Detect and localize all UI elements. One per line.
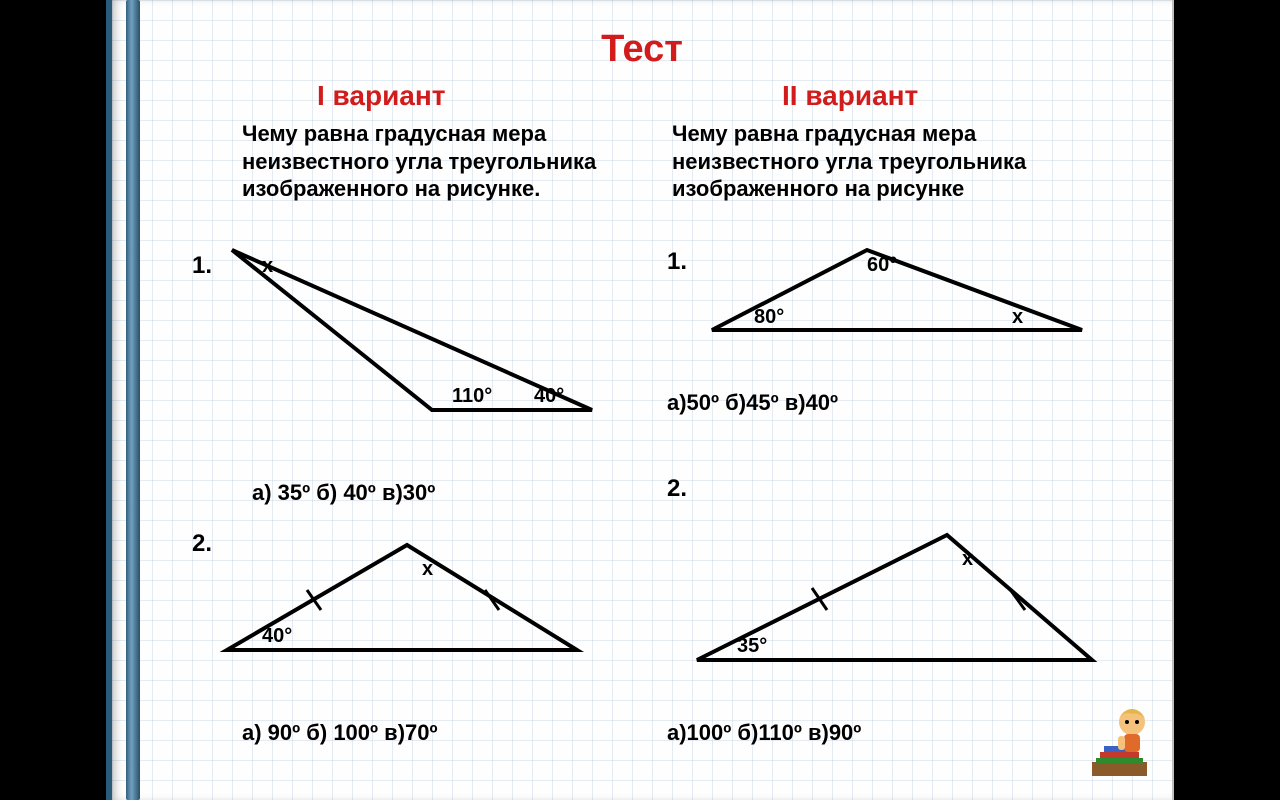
v1-q2-answers: а) 90º б) 100º в)70º [242, 720, 438, 746]
variant1-question: Чему равна градусная мера неизвестного у… [242, 120, 612, 203]
v2-q2-triangle: x 35° [677, 510, 1117, 680]
v2-q1-angle-x: x [1012, 306, 1023, 328]
v2-q1-angle-80: 80° [754, 306, 784, 328]
variant2-heading: II вариант [782, 80, 918, 112]
v1-q2-angle-x: x [422, 558, 433, 580]
v2-q2-num: 2. [667, 475, 687, 503]
v1-q1-angle-x: x [262, 255, 273, 277]
v2-q2-answers: а)100º б)110º в)90º [667, 720, 861, 746]
slide: Тест I вариант Чему равна градусная мера… [106, 0, 1174, 800]
variant1-heading: I вариант [317, 80, 446, 112]
v1-q2-triangle: x 40° [207, 520, 607, 670]
v2-q1-angle-60: 60° [867, 254, 897, 276]
v2-q2-angle-x: x [962, 548, 973, 570]
v1-q1-angle-110: 110° [452, 385, 492, 407]
v2-q2-angle-35: 35° [737, 635, 767, 657]
v2-q1-num: 1. [667, 248, 687, 276]
v1-q1-angle-40: 40° [534, 385, 564, 407]
variant2-question: Чему равна градусная мера неизвестного у… [672, 120, 1102, 203]
student-icon [1082, 702, 1162, 792]
v2-q1-answers: а)50º б)45º в)40º [667, 390, 838, 416]
binder-bar [126, 0, 140, 800]
v2-q1-triangle: 60° 80° x [692, 235, 1112, 345]
v1-q1-triangle: x 110° 40° [202, 230, 632, 430]
v1-q2-angle-40: 40° [262, 625, 292, 647]
page-title: Тест [112, 28, 1172, 71]
v1-q1-answers: а) 35º б) 40º в)30º [252, 480, 435, 506]
